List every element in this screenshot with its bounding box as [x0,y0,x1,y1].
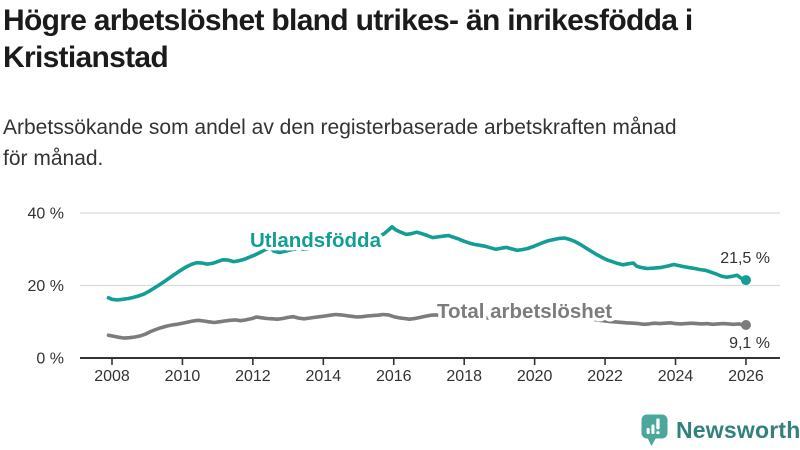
end-value-label-utlandsfodda: 21,5 % [720,250,770,267]
series-label-total: Total arbetslöshet [437,300,612,323]
series-label-utlandsfodda: Utlandsfödda [250,229,382,252]
series-line-total [106,312,748,340]
unemployment-line-chart: 0 %20 %40 %UtlandsföddaUtlandsföddaTotal… [28,206,780,385]
chart-subtitle: Arbetssökande som andel av den registerb… [3,112,797,174]
y-axis-label-0: 0 % [36,351,64,368]
x-axis-label-2008: 2008 [94,368,130,385]
chart-subtitle-line-2: för månad. [3,147,104,170]
chart-area: 0 % 20 % 40 % Utlandsfödda Utlandsfödda Total… [0,190,800,400]
x-axis-label-2016: 2016 [376,368,412,385]
x-axis-label-2012: 2012 [235,368,271,385]
x-axis-label-2024: 2024 [658,368,694,385]
bar-chart-speech-bubble-icon [641,414,668,446]
page-title: Högre arbetslöshet bland utrikes- än inr… [3,2,797,76]
y-axis-label-40: 40 % [28,206,64,223]
end-dot-utlandsfodda [740,275,751,286]
series-label-utlandsfodda: Utlandsfödda [250,229,382,252]
y-axis-label-20: 20 % [28,278,64,295]
x-axis-label-2014: 2014 [306,368,342,385]
end-dot-total [740,320,751,331]
page-title-line-1: Högre arbetslöshet bland utrikes- än inr… [3,4,693,37]
series-label-total: Total arbetslöshet [437,300,612,323]
newsworthy-logo-text: Newsworthy [676,416,800,443]
x-axis-label-2022: 2022 [587,368,623,385]
page-title-line-2: Kristianstad [3,41,169,74]
x-axis-label-2010: 2010 [165,368,201,385]
x-axis-label-2018: 2018 [446,368,482,385]
x-axis-label-2026: 2026 [728,368,764,385]
newsworthy-logo: Newsworthy [641,413,800,447]
series-line-utlandsfodda [106,224,748,302]
x-axis-label-2020: 2020 [517,368,553,385]
chart-subtitle-line-1: Arbetssökande som andel av den registerb… [3,116,677,139]
end-value-label-total: 9,1 % [729,335,770,352]
